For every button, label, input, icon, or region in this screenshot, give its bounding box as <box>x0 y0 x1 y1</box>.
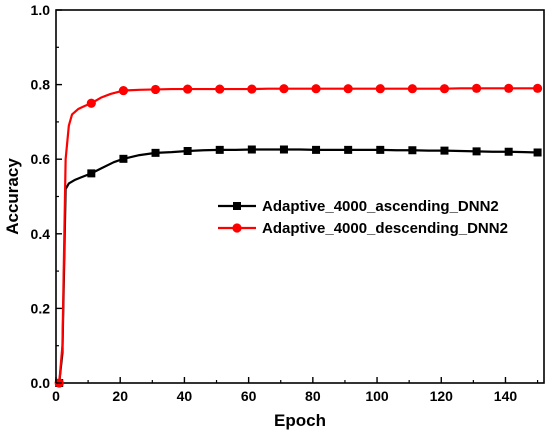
data-point <box>439 84 450 94</box>
x-axis: 0 20 40 60 80 100 120 140 <box>52 377 539 404</box>
data-point <box>532 83 543 93</box>
data-point <box>533 148 542 157</box>
data-point <box>279 84 289 94</box>
data-point <box>312 145 321 154</box>
legend-label: Adaptive_4000_descending_DNN2 <box>262 220 508 237</box>
data-point <box>151 148 160 157</box>
data-point <box>215 84 225 94</box>
data-point <box>440 146 449 155</box>
data-point <box>183 146 192 155</box>
y-axis: 0.0 0.2 0.4 0.6 0.8 1.0 <box>31 2 62 391</box>
data-point <box>247 84 257 94</box>
y-tick-label: 0.2 <box>31 300 51 316</box>
y-tick-label: 0.4 <box>31 226 51 242</box>
data-point <box>471 83 482 93</box>
x-tick-label: 100 <box>365 388 389 404</box>
legend: Adaptive_4000_ascending_DNN2 Adaptive_40… <box>218 198 508 237</box>
x-tick-label: 80 <box>305 388 321 404</box>
x-tick-label: 60 <box>241 388 257 404</box>
data-point <box>376 145 385 154</box>
data-point <box>215 145 224 154</box>
x-tick-label: 120 <box>430 388 454 404</box>
data-point <box>343 84 353 94</box>
data-point <box>183 84 193 94</box>
data-point <box>247 145 256 154</box>
y-axis-title: Accuracy <box>3 158 22 235</box>
y-tick-label: 0.6 <box>31 151 51 167</box>
x-tick-label: 140 <box>494 388 518 404</box>
y-tick-label: 0.0 <box>31 375 51 391</box>
data-point <box>279 145 288 154</box>
data-point <box>408 146 417 155</box>
y-tick-label: 0.8 <box>31 77 51 93</box>
legend-swatch-marker <box>232 223 242 233</box>
legend-label: Adaptive_4000_ascending_DNN2 <box>262 198 499 215</box>
data-point <box>150 84 161 95</box>
series-layer <box>54 83 543 388</box>
data-point <box>118 85 129 96</box>
legend-item-ascending: Adaptive_4000_ascending_DNN2 <box>218 198 499 215</box>
data-point <box>504 83 514 93</box>
data-point <box>311 84 321 94</box>
data-point <box>87 169 96 178</box>
data-point <box>119 154 128 163</box>
plot-area <box>54 9 545 388</box>
x-axis-title: Epoch <box>274 411 326 430</box>
data-point <box>504 147 513 156</box>
data-point <box>375 84 385 94</box>
x-tick-label: 0 <box>52 388 60 404</box>
data-point <box>86 98 96 108</box>
legend-swatch-marker <box>233 202 241 210</box>
y-tick-label: 1.0 <box>31 2 51 18</box>
x-tick-label: 20 <box>112 388 128 404</box>
x-tick-label: 40 <box>177 388 193 404</box>
series-line-0 <box>58 148 538 384</box>
data-point <box>407 84 417 94</box>
data-point <box>472 147 481 156</box>
plot-frame <box>55 9 545 384</box>
data-point <box>344 145 353 154</box>
legend-item-descending: Adaptive_4000_descending_DNN2 <box>218 220 508 237</box>
